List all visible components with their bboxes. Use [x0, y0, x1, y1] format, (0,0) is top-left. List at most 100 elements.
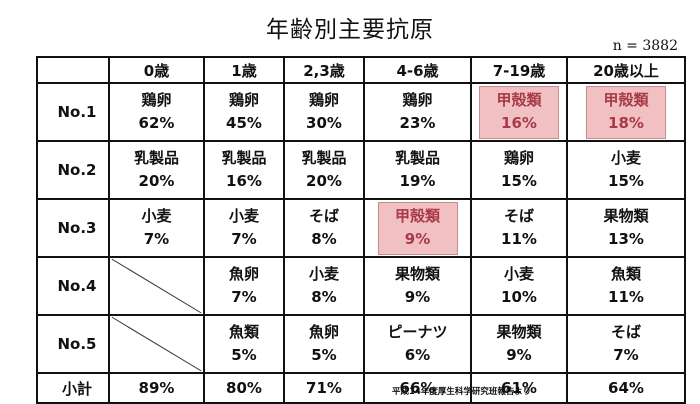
- cell-content: 乳製品 16%: [221, 147, 266, 193]
- header-row: 0歳 1歳 2,3歳 4-6歳 7-19歳 20歳以上: [36, 56, 686, 84]
- subtotal-value: 80%: [203, 372, 285, 404]
- rank-row: No.4 魚卵 7% 小麦 8% 果物類 9% 小麦 10% 魚類 11%: [36, 256, 686, 316]
- rank-row: No.3 小麦 7% 小麦 7% そば 8% 甲殻類 9% そば 11% 果物類 13%: [36, 198, 686, 258]
- cell-content: 果物類 9%: [496, 321, 541, 367]
- allergen-cell: 鶏卵 30%: [283, 82, 365, 142]
- allergen-cell: 小麦 7%: [108, 198, 205, 258]
- allergen-name: 甲殻類: [603, 90, 649, 109]
- allergen-percent: 5%: [231, 346, 257, 364]
- subtotal-row: 小計 89% 80% 71% 66% 61% 64%: [36, 372, 686, 404]
- cell-content: 鶏卵 30%: [306, 89, 342, 135]
- allergen-name: 鶏卵: [402, 91, 433, 109]
- cell-content: 小麦 7%: [141, 205, 171, 251]
- allergen-name: 乳製品: [133, 149, 179, 167]
- allergen-cell: 小麦 15%: [566, 140, 686, 200]
- allergen-percent: 8%: [311, 288, 337, 306]
- cell-content: そば 11%: [501, 205, 537, 251]
- allergen-cell: そば 7%: [566, 314, 686, 374]
- allergen-name: 乳製品: [301, 149, 347, 167]
- allergen-percent: 62%: [138, 114, 175, 132]
- column-header: 4-6歳: [363, 56, 472, 84]
- allergen-cell: 乳製品 20%: [283, 140, 365, 200]
- column-header: 1歳: [203, 56, 285, 84]
- cell-content: 鶏卵 23%: [400, 89, 436, 135]
- allergen-percent: 5%: [311, 346, 337, 364]
- allergen-name: そば: [610, 323, 641, 341]
- allergen-percent: 7%: [143, 230, 170, 248]
- page-title: 年齢別主要抗原: [266, 17, 434, 43]
- allergen-cell: 果物類 13%: [566, 198, 686, 258]
- allergen-name: 魚卵: [228, 265, 259, 283]
- empty-cell: [108, 314, 205, 374]
- allergen-percent: 15%: [501, 172, 537, 190]
- allergen-cell: 小麦 7%: [203, 198, 285, 258]
- subtotal-value: 66%: [363, 372, 472, 404]
- allergen-cell: 鶏卵 45%: [203, 82, 285, 142]
- allergen-table: 0歳 1歳 2,3歳 4-6歳 7-19歳 20歳以上 No.1 鶏卵 62% 鶏卵 45% 鶏卵 30…: [36, 56, 686, 404]
- allergen-percent: 10%: [501, 288, 537, 306]
- allergen-cell: 甲殻類 18%: [566, 82, 686, 142]
- allergen-percent: 16%: [501, 113, 537, 132]
- subtotal-value: 89%: [108, 372, 205, 404]
- allergen-cell: 果物類 9%: [363, 256, 472, 316]
- allergen-percent: 7%: [231, 288, 257, 306]
- allergen-percent: 30%: [306, 114, 342, 132]
- rank-label: No.2: [36, 140, 110, 200]
- allergen-percent: 23%: [399, 114, 436, 132]
- cell-content: 乳製品 19%: [395, 147, 440, 193]
- allergen-name: 鶏卵: [503, 149, 534, 167]
- cell-content: 果物類 9%: [395, 263, 440, 309]
- column-header: 20歳以上: [566, 56, 686, 84]
- allergen-name: 小麦: [610, 149, 641, 167]
- column-header: 2,3歳: [283, 56, 365, 84]
- allergen-percent: 6%: [404, 346, 431, 364]
- allergen-name: そば: [308, 207, 339, 225]
- allergen-cell: 乳製品 20%: [108, 140, 205, 200]
- allergen-name: 魚類: [228, 323, 259, 341]
- allergen-cell: 果物類 9%: [470, 314, 568, 374]
- cell-content: 小麦 15%: [608, 147, 644, 193]
- cell-content: 魚卵 7%: [229, 263, 259, 309]
- subtotal-value: 61%: [470, 372, 568, 404]
- allergen-percent: 11%: [608, 288, 644, 306]
- subtotal-value: 71%: [283, 372, 365, 404]
- subtotal-label: 小計: [36, 372, 110, 404]
- rank-label: No.3: [36, 198, 110, 258]
- allergen-percent: 19%: [399, 172, 436, 190]
- allergen-name: 鶏卵: [228, 91, 259, 109]
- rank-label: No.1: [36, 82, 110, 142]
- allergen-percent: 20%: [306, 172, 342, 190]
- allergen-cell: 小麦 8%: [283, 256, 365, 316]
- empty-cell: [108, 256, 205, 316]
- diagonal-line: [110, 258, 203, 314]
- allergen-cell: ピーナツ 6%: [363, 314, 472, 374]
- allergen-percent: 15%: [608, 172, 644, 190]
- allergen-cell: 魚類 11%: [566, 256, 686, 316]
- cell-content: 小麦 8%: [309, 263, 339, 309]
- cell-content: 乳製品 20%: [134, 147, 179, 193]
- rank-label: No.4: [36, 256, 110, 316]
- allergen-percent: 9%: [404, 288, 431, 306]
- cell-content: 乳製品 20%: [301, 147, 346, 193]
- allergen-cell: 鶏卵 15%: [470, 140, 568, 200]
- allergen-cell: 魚卵 7%: [203, 256, 285, 316]
- allergen-percent: 7%: [613, 346, 639, 364]
- allergen-name: 鶏卵: [308, 91, 339, 109]
- allergen-percent: 16%: [226, 172, 262, 190]
- allergen-cell: 小麦 10%: [470, 256, 568, 316]
- source-note: 平成14年度厚生科学研究班報告より: [392, 387, 532, 397]
- allergen-cell: 鶏卵 62%: [108, 82, 205, 142]
- highlight-box: 甲殻類 16%: [479, 85, 559, 139]
- allergen-cell: 乳製品 16%: [203, 140, 285, 200]
- cell-content: 小麦 7%: [229, 205, 259, 251]
- cell-content: 魚類 11%: [608, 263, 644, 309]
- cell-content: そば 7%: [611, 321, 641, 367]
- rank-row: No.2 乳製品 20% 乳製品 16% 乳製品 20% 乳製品 19% 鶏卵 15% 小麦 15%: [36, 140, 686, 200]
- rank-label: No.5: [36, 314, 110, 374]
- allergen-cell: 魚卵 5%: [283, 314, 365, 374]
- column-header: 7-19歳: [470, 56, 568, 84]
- highlight-box: 甲殻類 9%: [377, 201, 458, 255]
- allergen-name: 乳製品: [221, 149, 267, 167]
- sample-size: n = 3882: [612, 38, 678, 54]
- allergen-percent: 45%: [226, 114, 262, 132]
